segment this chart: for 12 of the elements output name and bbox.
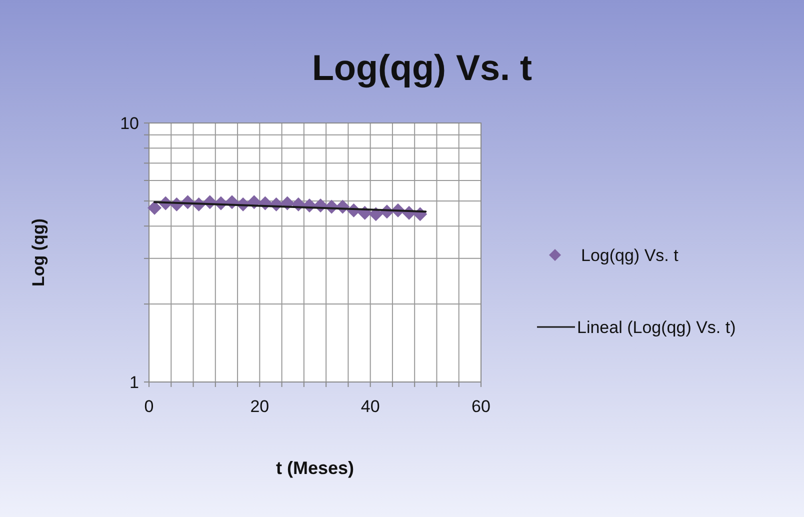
x-tick-label: 40 (360, 397, 380, 416)
x-axis-title: t (Meses) (276, 458, 354, 478)
x-tick-label: 60 (472, 397, 490, 416)
legend-label: Log(qg) Vs. t (581, 246, 679, 265)
y-tick-label: 10 (120, 114, 139, 133)
x-tick-label: 20 (250, 397, 270, 416)
y-axis-title: Log (qg) (29, 218, 48, 286)
point (148, 200, 162, 215)
legend-label: Lineal (Log(qg) Vs. t) (577, 318, 736, 337)
x-tick-label: 0 (144, 397, 154, 416)
chart-title: Log(qg) Vs. t (312, 47, 532, 88)
y-tick-label: 1 (130, 373, 139, 392)
